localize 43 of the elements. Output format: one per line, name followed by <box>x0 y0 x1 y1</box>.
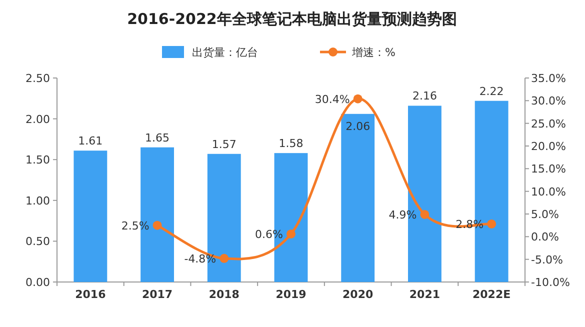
y2-tick-label: 25.0% <box>531 117 566 130</box>
y-tick-label: 0.50 <box>26 235 50 248</box>
point <box>487 219 496 228</box>
x-tick-label: 2017 <box>142 288 173 301</box>
point <box>220 254 229 263</box>
y2-tick-label: 10.0% <box>531 185 566 198</box>
chart-title: 2016-2022年全球笔记本电脑出货量预测趋势图 <box>127 10 457 28</box>
y2-tick-label: 30.0% <box>531 94 566 108</box>
data-label: 30.4% <box>314 92 350 106</box>
x-tick-label: 2018 <box>208 288 240 301</box>
data-label: 1.58 <box>278 137 304 150</box>
y2-tick-label: 5.0% <box>531 208 559 221</box>
bar <box>341 114 375 282</box>
x-tick-label: 2022E <box>472 288 511 301</box>
y2-tick-label: 35.0% <box>531 72 566 85</box>
x-tick-label: 2021 <box>409 288 440 301</box>
y2-tick-label: 0.0% <box>531 230 559 244</box>
data-label: 2.8% <box>456 218 484 231</box>
x-tick-label: 2020 <box>342 288 374 301</box>
y-tick-label: 0.00 <box>26 276 50 289</box>
bar <box>74 150 108 282</box>
y-tick-label: 2.00 <box>26 112 50 126</box>
y2-tick-label: 15.0% <box>531 162 566 176</box>
y2-tick-label: -10.0% <box>531 276 570 289</box>
y2-tick-label: 20.0% <box>531 140 566 153</box>
data-label: 1.57 <box>212 138 236 151</box>
x-tick-label: 2019 <box>276 288 306 301</box>
y-tick-label: 1.00 <box>26 194 50 208</box>
x-tick-label: 2016 <box>75 288 106 301</box>
point <box>152 220 162 230</box>
data-label: 2.22 <box>479 84 504 98</box>
y-tick-label: 1.50 <box>26 154 50 167</box>
point <box>286 229 296 238</box>
point <box>420 210 430 219</box>
data-label: 1.65 <box>145 131 170 144</box>
data-label: 2.16 <box>412 90 437 103</box>
legend-label: 增速：% <box>351 46 396 59</box>
point <box>353 94 362 104</box>
y-tick-label: 2.50 <box>26 72 50 85</box>
y2-tick-label: -5.0% <box>531 253 563 266</box>
data-label: 1.61 <box>78 134 103 148</box>
legend-label: 出货量：亿台 <box>192 46 258 59</box>
data-label: 2.06 <box>346 120 370 133</box>
